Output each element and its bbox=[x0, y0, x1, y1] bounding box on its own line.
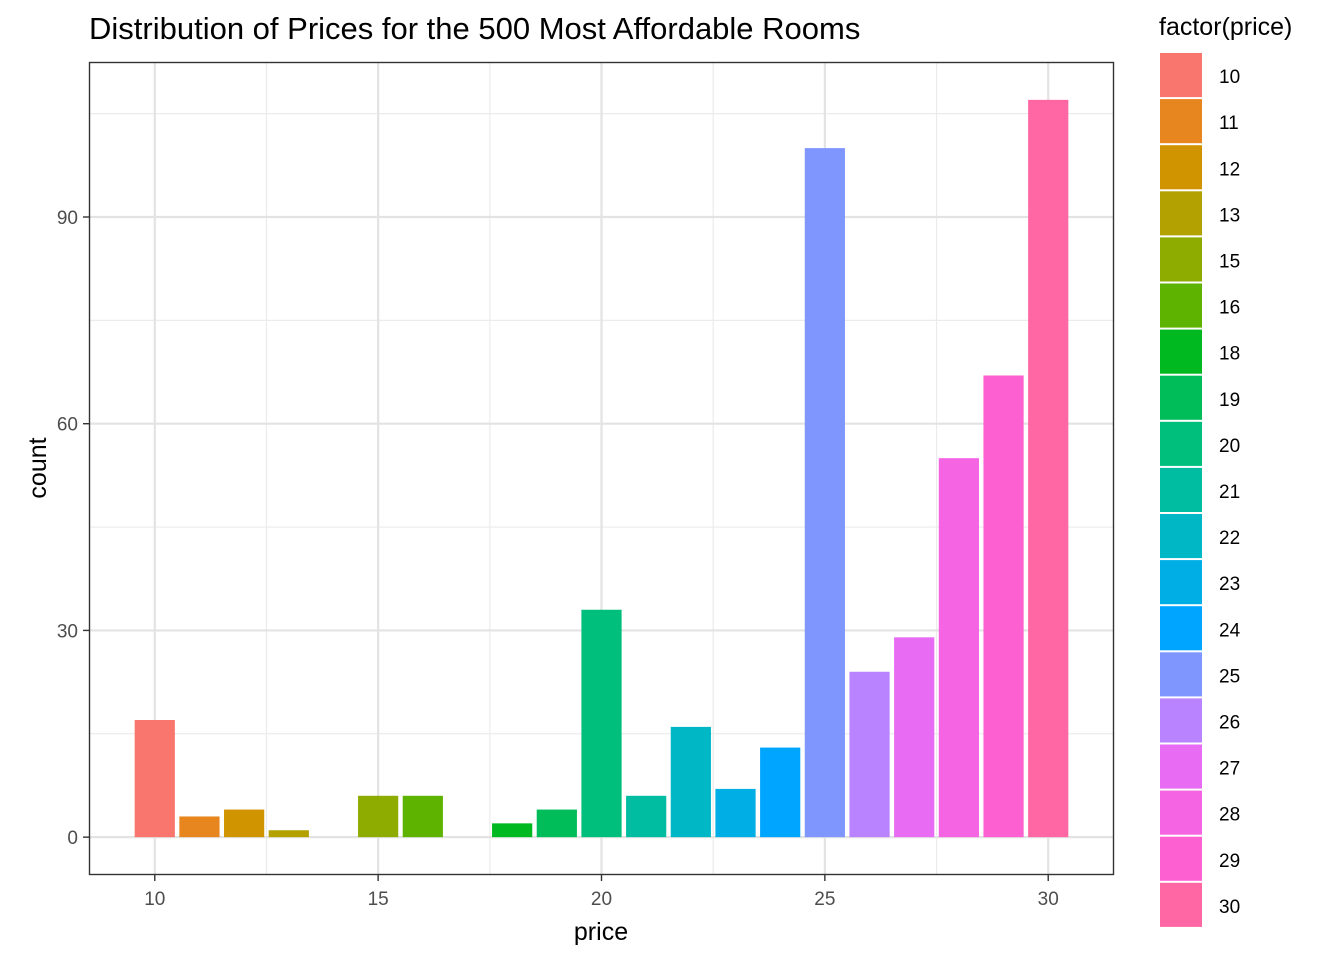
bar-price-11 bbox=[179, 816, 220, 838]
bar-price-18 bbox=[492, 823, 533, 838]
y-tick-label: 60 bbox=[57, 415, 78, 436]
legend-label-29: 29 bbox=[1219, 851, 1240, 872]
bar-price-21 bbox=[626, 795, 667, 838]
legend-key-10 bbox=[1160, 53, 1202, 98]
legend-key-26 bbox=[1160, 698, 1202, 743]
legend-label-24: 24 bbox=[1219, 620, 1241, 641]
legend-label-15: 15 bbox=[1219, 251, 1240, 272]
bar-price-24 bbox=[760, 747, 801, 838]
legend-key-12 bbox=[1160, 145, 1202, 190]
legend-label-13: 13 bbox=[1219, 205, 1240, 226]
legend-label-22: 22 bbox=[1219, 528, 1240, 549]
y-axis-title: count bbox=[24, 437, 52, 498]
legend-key-19 bbox=[1160, 375, 1202, 420]
legend-key-22 bbox=[1160, 514, 1202, 559]
legend-key-18 bbox=[1160, 329, 1202, 374]
bar-price-25 bbox=[804, 148, 845, 838]
bar-price-28 bbox=[938, 458, 979, 838]
y-tick-label: 0 bbox=[67, 828, 78, 849]
x-tick-label: 20 bbox=[591, 889, 612, 910]
legend-label-23: 23 bbox=[1219, 574, 1240, 595]
x-tick-label: 15 bbox=[368, 889, 389, 910]
legend-key-11 bbox=[1160, 99, 1202, 144]
legend-title: factor(price) bbox=[1159, 13, 1292, 41]
legend-label-16: 16 bbox=[1219, 298, 1240, 319]
legend-label-12: 12 bbox=[1219, 159, 1240, 180]
legend-label-11: 11 bbox=[1219, 113, 1239, 134]
legend-label-10: 10 bbox=[1219, 67, 1240, 88]
bar-price-12 bbox=[224, 809, 265, 838]
legend-items: 10 11 12 13 15 16 18 19 20 21 22 23 24 25 26 27 28 29 30 bbox=[1160, 53, 1241, 927]
bar-price-23 bbox=[715, 788, 756, 838]
legend-key-23 bbox=[1160, 560, 1202, 605]
y-axis: 0 30 60 90 bbox=[57, 208, 90, 849]
legend-key-29 bbox=[1160, 836, 1202, 881]
x-tick-label: 25 bbox=[814, 889, 835, 910]
legend-key-21 bbox=[1160, 467, 1202, 512]
bar-price-26 bbox=[849, 671, 890, 838]
y-tick-label: 90 bbox=[57, 208, 78, 229]
legend-label-30: 30 bbox=[1219, 897, 1240, 918]
bar-price-30 bbox=[1028, 99, 1069, 838]
legend-key-27 bbox=[1160, 744, 1202, 789]
x-axis: 10 15 20 25 30 bbox=[144, 874, 1059, 910]
legend-key-25 bbox=[1160, 652, 1202, 697]
legend-key-16 bbox=[1160, 283, 1202, 328]
legend-label-26: 26 bbox=[1219, 712, 1240, 733]
legend-label-20: 20 bbox=[1219, 436, 1240, 457]
legend-label-21: 21 bbox=[1219, 482, 1240, 503]
legend: factor(price) 10 11 12 13 15 16 18 19 20 21 22 23 24… bbox=[1159, 13, 1292, 927]
x-axis-title: price bbox=[574, 918, 628, 946]
y-tick-label: 30 bbox=[57, 621, 78, 642]
legend-label-19: 19 bbox=[1219, 390, 1240, 411]
legend-label-18: 18 bbox=[1219, 344, 1240, 365]
x-tick-label: 10 bbox=[144, 889, 165, 910]
legend-key-30 bbox=[1160, 882, 1202, 927]
bars bbox=[134, 99, 1069, 838]
legend-label-25: 25 bbox=[1219, 666, 1240, 687]
bar-price-10 bbox=[134, 719, 175, 838]
x-tick-label: 30 bbox=[1038, 889, 1059, 910]
legend-key-13 bbox=[1160, 191, 1202, 236]
legend-label-27: 27 bbox=[1219, 759, 1240, 780]
bar-price-22 bbox=[670, 726, 711, 838]
legend-key-15 bbox=[1160, 237, 1202, 282]
bar-price-27 bbox=[894, 637, 935, 838]
legend-label-28: 28 bbox=[1219, 805, 1240, 826]
bar-price-13 bbox=[268, 830, 309, 838]
legend-key-28 bbox=[1160, 790, 1202, 835]
bar-price-16 bbox=[402, 795, 443, 838]
legend-key-20 bbox=[1160, 421, 1202, 466]
bar-price-29 bbox=[983, 375, 1024, 838]
chart-title: Distribution of Prices for the 500 Most … bbox=[89, 11, 860, 46]
bar-price-15 bbox=[358, 795, 399, 838]
plot-panel bbox=[88, 61, 1115, 876]
bar-price-19 bbox=[536, 809, 577, 838]
legend-key-24 bbox=[1160, 606, 1202, 651]
bar-price-20 bbox=[581, 609, 622, 838]
